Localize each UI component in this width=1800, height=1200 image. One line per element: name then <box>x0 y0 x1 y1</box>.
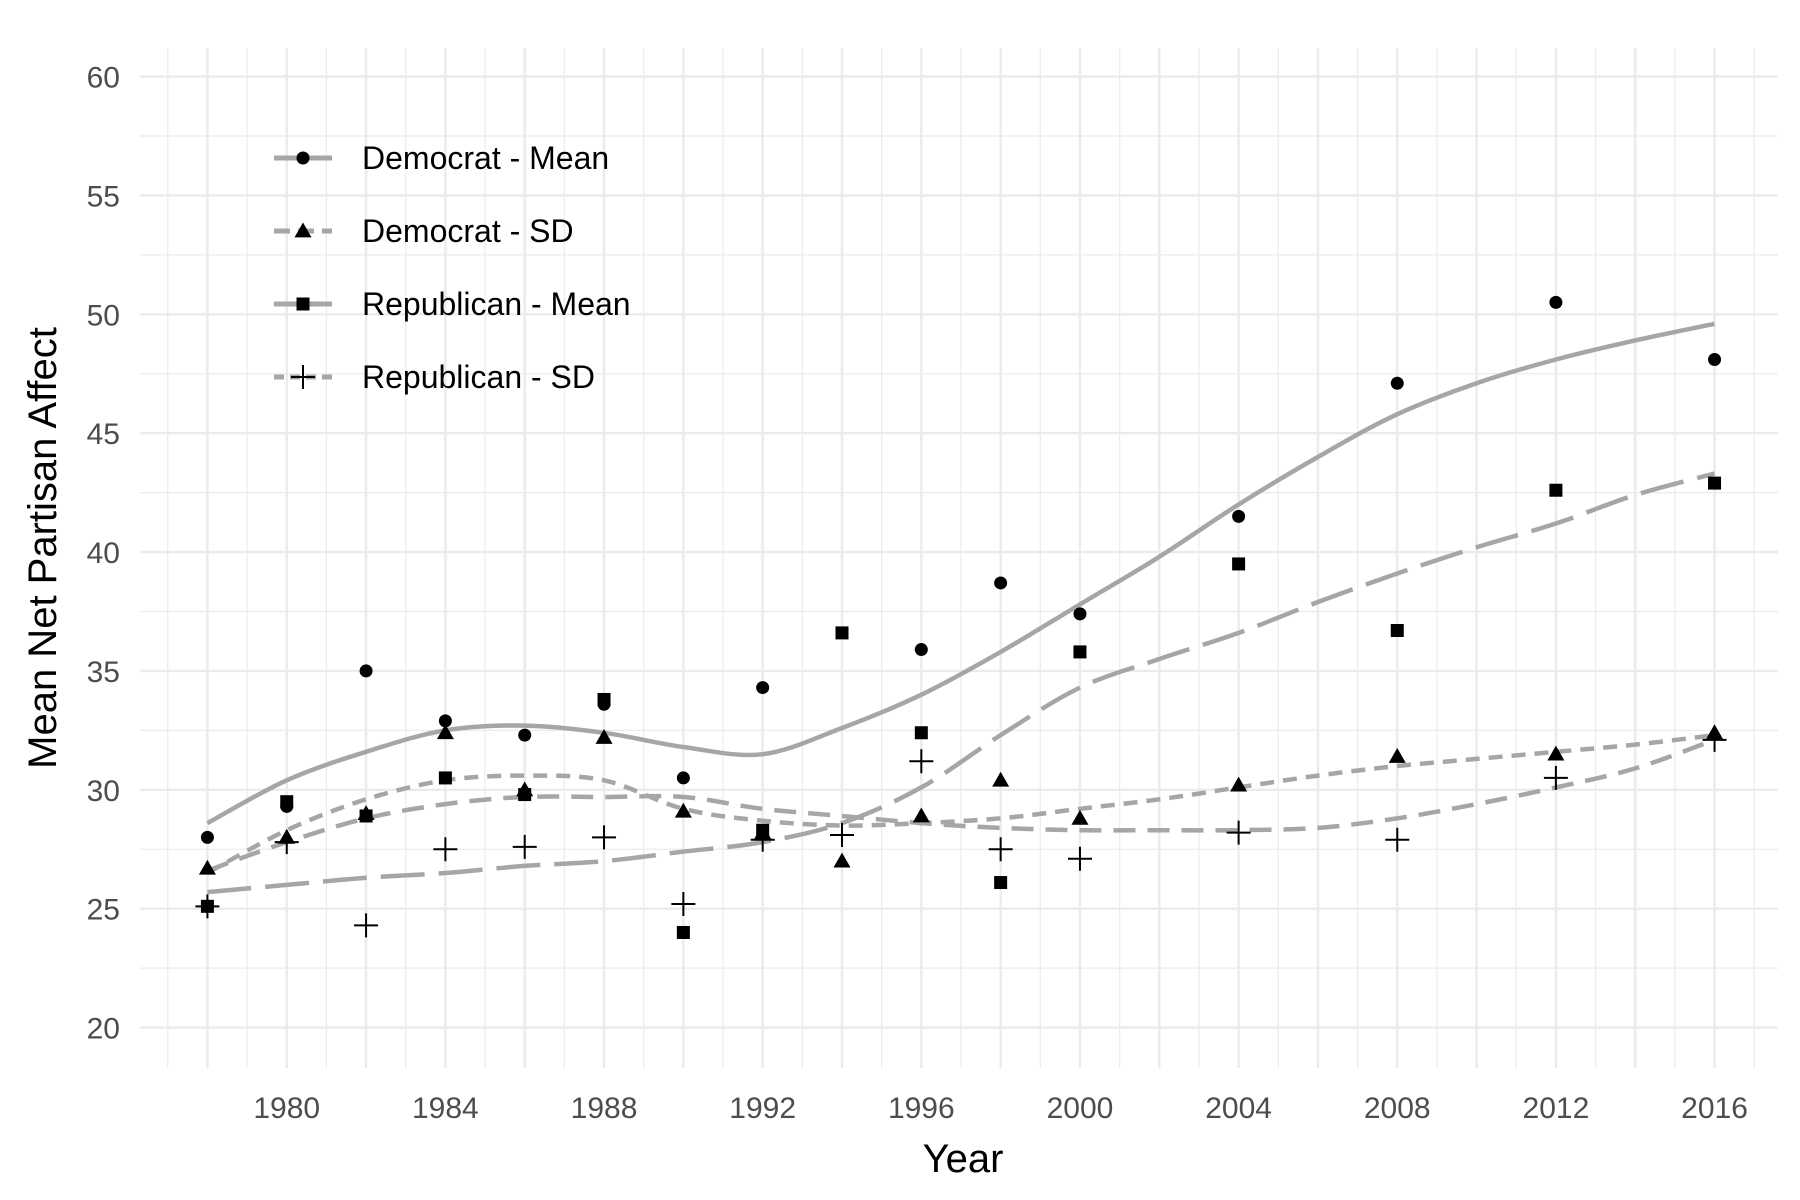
x-tick-label: 1996 <box>888 1092 955 1125</box>
data-point-series-2 <box>595 729 613 744</box>
data-point-series-3 <box>1232 557 1246 571</box>
data-point-series-2 <box>992 771 1010 787</box>
x-tick-label: 2004 <box>1205 1092 1272 1125</box>
data-point-series-4 <box>1702 727 1727 752</box>
x-axis-title: Year <box>923 1137 1004 1181</box>
data-point-series-2 <box>1230 776 1248 792</box>
data-point-series-4 <box>1543 765 1568 790</box>
y-tick-label: 30 <box>87 775 120 808</box>
data-point-series-1 <box>914 643 928 657</box>
legend-label: Democrat - Mean <box>362 140 609 176</box>
data-point-series-3 <box>597 692 611 706</box>
minor-gridlines <box>140 48 1778 1068</box>
legend-key-marker <box>296 297 310 311</box>
data-point-series-4 <box>909 749 934 774</box>
data-point-series-4 <box>274 830 299 855</box>
data-point-series-3 <box>518 788 532 802</box>
data-point-series-3 <box>438 771 452 785</box>
data-point-series-4 <box>988 837 1013 862</box>
x-tick-label: 2012 <box>1523 1092 1590 1125</box>
data-point-series-3 <box>1073 645 1087 659</box>
data-point-series-1 <box>359 664 373 678</box>
x-tick-label: 2000 <box>1047 1092 1114 1125</box>
data-point-series-4 <box>830 822 854 847</box>
data-point-series-3 <box>280 795 294 809</box>
x-tick-label: 2008 <box>1364 1092 1431 1125</box>
x-axis-tick-labels: 1980 1984 1988 1992 1996 2000 2004 2008 2012 2016 <box>253 1092 1748 1125</box>
data-point-series-2 <box>1071 809 1089 825</box>
y-tick-label: 40 <box>87 537 120 570</box>
data-point-series-3 <box>676 925 690 939</box>
data-point-series-2 <box>912 807 930 823</box>
x-tick-label: 1992 <box>729 1092 796 1125</box>
data-point-series-1 <box>1232 509 1246 523</box>
y-tick-label: 35 <box>87 656 120 689</box>
legend-key-marker <box>294 222 312 238</box>
data-point-series-3 <box>994 876 1008 890</box>
data-point-series-4 <box>750 827 775 852</box>
data-point-series-2 <box>198 859 216 875</box>
data-point-series-1 <box>1073 607 1087 621</box>
data-point-series-4 <box>354 913 379 938</box>
y-tick-label: 20 <box>87 1013 120 1046</box>
data-point-series-4 <box>592 825 617 850</box>
data-point-series-3 <box>1708 476 1722 490</box>
x-tick-label: 2016 <box>1681 1092 1748 1125</box>
data-point-series-2 <box>833 852 851 868</box>
data-point-series-3 <box>1390 624 1404 638</box>
data-point-series-3 <box>1549 483 1563 497</box>
data-points <box>195 295 1727 939</box>
data-point-series-1 <box>756 681 770 695</box>
data-point-series-4 <box>1067 846 1092 871</box>
data-point-series-1 <box>518 728 532 742</box>
y-axis-tick-labels: 20 25 30 35 40 45 50 55 60 <box>87 62 120 1046</box>
data-point-series-1 <box>200 830 214 844</box>
data-point-series-4 <box>195 894 220 919</box>
major-gridlines <box>140 48 1778 1068</box>
data-point-series-4 <box>512 834 537 859</box>
x-tick-label: 1984 <box>412 1092 479 1125</box>
legend: Democrat - Mean Democrat - SD Republican -… <box>274 140 631 395</box>
data-point-series-2 <box>436 724 454 740</box>
data-point-series-4 <box>671 891 696 916</box>
legend-key-marker <box>291 365 315 389</box>
data-point-series-4 <box>1226 820 1251 845</box>
data-point-series-4 <box>1385 827 1410 852</box>
data-point-series-2 <box>1388 748 1406 763</box>
legend-label: Republican - SD <box>362 359 595 395</box>
trend-line-series-3 <box>207 471 1716 895</box>
data-point-series-3 <box>914 726 928 740</box>
data-point-series-1 <box>676 771 690 785</box>
y-tick-label: 50 <box>87 299 120 332</box>
y-tick-label: 60 <box>87 62 120 95</box>
data-point-series-1 <box>994 576 1008 590</box>
data-point-series-3 <box>835 626 849 640</box>
legend-label: Republican - Mean <box>362 286 631 322</box>
data-point-series-1 <box>1708 352 1722 366</box>
trend-line-series-2 <box>206 737 1716 873</box>
x-tick-label: 1980 <box>253 1092 320 1125</box>
legend-label: Democrat - SD <box>362 213 574 249</box>
y-tick-label: 55 <box>87 180 120 213</box>
data-point-series-4 <box>433 837 458 862</box>
data-point-series-2 <box>1547 745 1565 761</box>
data-point-series-1 <box>1390 376 1404 390</box>
y-tick-label: 45 <box>87 418 120 451</box>
y-tick-label: 25 <box>87 894 120 927</box>
data-point-series-2 <box>674 802 692 818</box>
y-axis-title: Mean Net Partisan Affect <box>21 327 65 769</box>
data-point-series-3 <box>359 809 373 823</box>
x-tick-label: 1988 <box>571 1092 638 1125</box>
data-point-series-1 <box>1549 295 1563 309</box>
data-point-series-1 <box>438 714 452 728</box>
legend-key-marker <box>296 151 310 165</box>
